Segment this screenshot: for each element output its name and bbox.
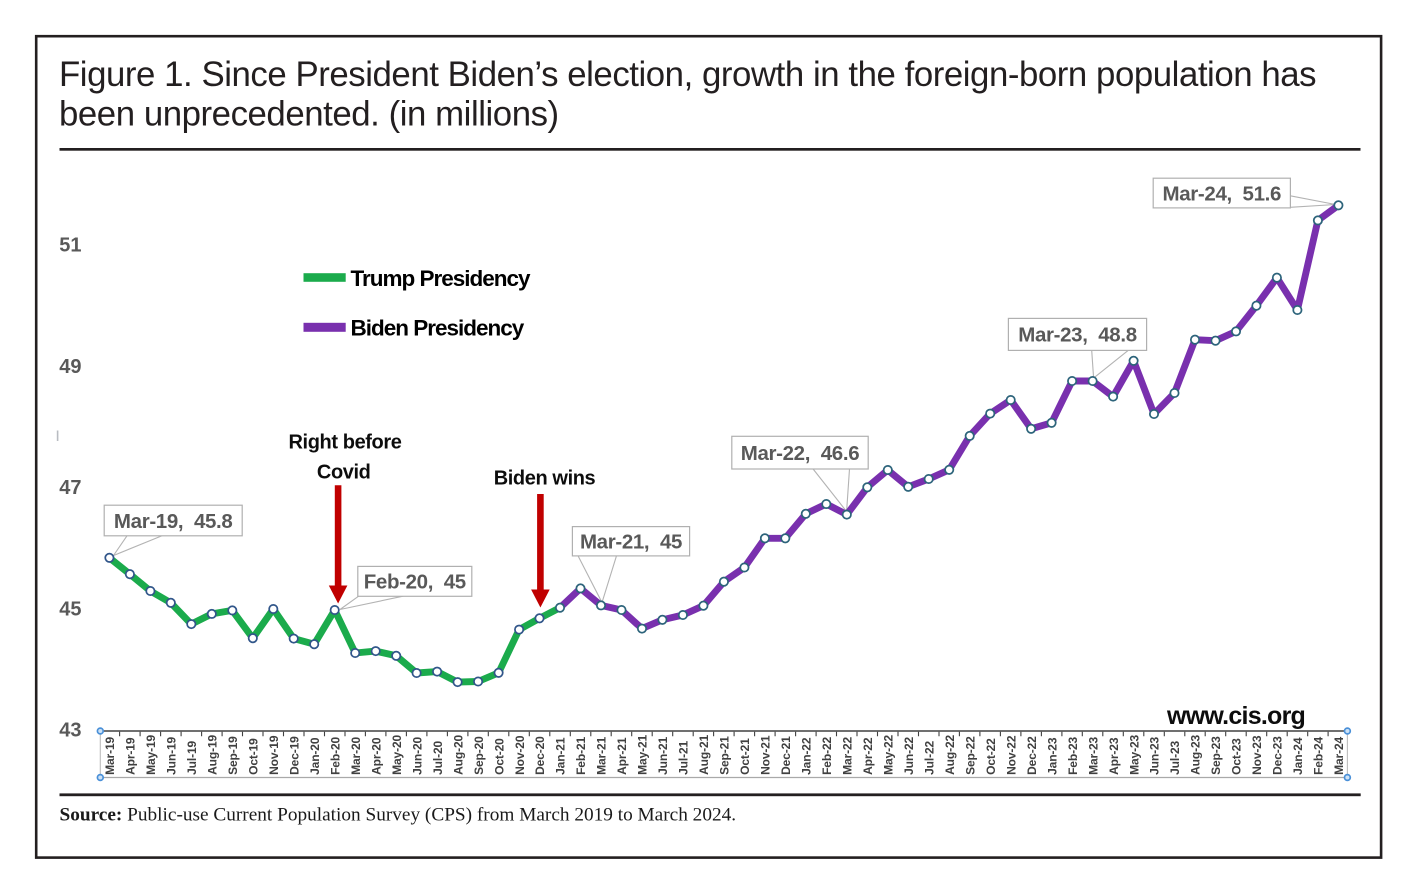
svg-text:Sep-22: Sep-22 [963, 736, 977, 775]
svg-text:Sep-20: Sep-20 [472, 736, 486, 775]
svg-text:Jan-23: Jan-23 [1045, 737, 1059, 775]
svg-text:47: 47 [59, 477, 81, 499]
svg-text:Mar-19: Mar-19 [103, 736, 117, 774]
svg-text:Aug-21: Aug-21 [697, 735, 711, 775]
svg-text:Covid: Covid [317, 461, 371, 483]
svg-text:Feb-20, 45: Feb-20, 45 [364, 571, 466, 594]
svg-text:May-21: May-21 [636, 734, 650, 774]
svg-text:Sep-23: Sep-23 [1209, 736, 1223, 775]
svg-text:Jul-22: Jul-22 [922, 740, 936, 774]
svg-text:49: 49 [59, 356, 81, 378]
svg-text:Jun-20: Jun-20 [410, 736, 424, 774]
svg-text:Oct-23: Oct-23 [1230, 738, 1244, 775]
svg-text:Sep-21: Sep-21 [718, 736, 732, 775]
svg-text:Apr-20: Apr-20 [369, 737, 383, 775]
svg-text:May-22: May-22 [882, 734, 896, 774]
svg-text:Trump Presidency: Trump Presidency [351, 266, 532, 291]
svg-text:Biden Presidency: Biden Presidency [351, 315, 525, 340]
svg-text:Dec-21: Dec-21 [779, 736, 793, 775]
svg-text:Oct-19: Oct-19 [247, 738, 261, 775]
svg-text:Jan-22: Jan-22 [800, 737, 814, 775]
svg-text:Dec-23: Dec-23 [1271, 736, 1285, 775]
svg-text:43: 43 [59, 720, 81, 742]
svg-text:Dec-19: Dec-19 [287, 736, 301, 775]
svg-text:Nov-22: Nov-22 [1004, 735, 1018, 775]
svg-text:Nov-20: Nov-20 [513, 735, 527, 775]
svg-text:Feb-21: Feb-21 [574, 736, 588, 774]
svg-text:Biden wins: Biden wins [494, 467, 596, 489]
svg-text:Dec-20: Dec-20 [533, 736, 547, 775]
svg-text:Feb-20: Feb-20 [328, 736, 342, 774]
svg-text:May-23: May-23 [1127, 734, 1141, 774]
svg-text:Oct-22: Oct-22 [984, 738, 998, 775]
svg-text:Mar-21: Mar-21 [595, 736, 609, 774]
svg-text:Jul-21: Jul-21 [677, 740, 691, 774]
svg-text:Aug-19: Aug-19 [206, 735, 220, 775]
svg-text:Feb-22: Feb-22 [820, 736, 834, 774]
svg-text:Sep-19: Sep-19 [226, 736, 240, 775]
svg-text:Mar-22, 46.6: Mar-22, 46.6 [741, 442, 860, 465]
svg-text:Nov-19: Nov-19 [267, 735, 281, 775]
svg-text:Dec-22: Dec-22 [1025, 736, 1039, 775]
svg-text:Jun-19: Jun-19 [165, 736, 179, 774]
svg-text:Oct-21: Oct-21 [738, 738, 752, 775]
svg-text:Apr-19: Apr-19 [124, 737, 138, 775]
svg-text:Mar-19, 45.8: Mar-19, 45.8 [114, 510, 233, 533]
svg-text:Nov-21: Nov-21 [759, 735, 773, 775]
svg-text:Jul-19: Jul-19 [185, 740, 199, 774]
svg-text:www.cis.org: www.cis.org [1166, 702, 1305, 730]
svg-text:Right before: Right before [289, 432, 402, 454]
svg-text:Oct-20: Oct-20 [492, 738, 506, 775]
svg-text:Aug-20: Aug-20 [451, 735, 465, 775]
svg-text:Jan-24: Jan-24 [1291, 737, 1305, 775]
svg-text:45: 45 [59, 598, 81, 620]
svg-text:Jun-21: Jun-21 [656, 736, 670, 774]
svg-text:Aug-23: Aug-23 [1189, 735, 1203, 775]
svg-text:Source: Public-use Current Pop: Source: Public-use Current Population Su… [60, 805, 737, 826]
svg-text:May-20: May-20 [390, 734, 404, 774]
svg-text:Apr-21: Apr-21 [615, 737, 629, 775]
svg-text:Mar-23: Mar-23 [1086, 736, 1100, 774]
svg-text:Mar-22: Mar-22 [841, 736, 855, 774]
svg-text:Apr-23: Apr-23 [1107, 737, 1121, 775]
svg-text:Jul-20: Jul-20 [431, 740, 445, 774]
svg-text:Mar-20: Mar-20 [349, 736, 363, 774]
svg-text:Mar-23, 48.8: Mar-23, 48.8 [1018, 324, 1137, 347]
svg-text:Jan-20: Jan-20 [308, 737, 322, 775]
svg-text:Jun-23: Jun-23 [1148, 736, 1162, 774]
svg-text:Jun-22: Jun-22 [902, 736, 916, 774]
svg-text:Figure 1. Since President Bide: Figure 1. Since President Biden’s electi… [59, 55, 1316, 94]
svg-text:Feb-23: Feb-23 [1066, 736, 1080, 774]
svg-text:Mar-24: Mar-24 [1332, 736, 1346, 774]
svg-text:Aug-22: Aug-22 [943, 735, 957, 775]
svg-text:Jul-23: Jul-23 [1168, 740, 1182, 774]
svg-text:Jan-21: Jan-21 [554, 737, 568, 775]
svg-text:51: 51 [59, 235, 81, 257]
svg-text:been unprecedented. (in millio: been unprecedented. (in millions) [59, 95, 559, 134]
svg-text:Mar-21, 45: Mar-21, 45 [580, 531, 682, 554]
svg-text:May-19: May-19 [144, 734, 158, 774]
svg-text:Mar-24, 51.6: Mar-24, 51.6 [1163, 182, 1282, 205]
svg-text:Apr-22: Apr-22 [861, 737, 875, 775]
svg-text:Feb-24: Feb-24 [1312, 736, 1326, 774]
svg-text:Nov-23: Nov-23 [1250, 735, 1264, 775]
